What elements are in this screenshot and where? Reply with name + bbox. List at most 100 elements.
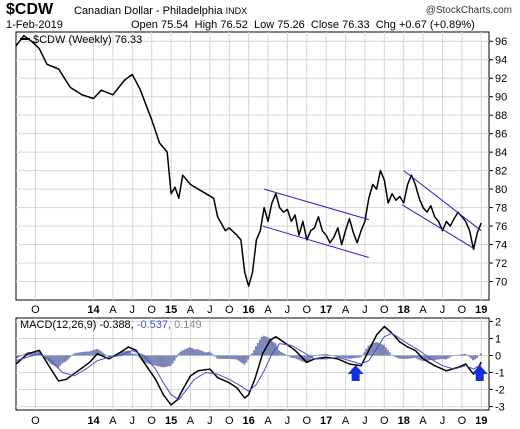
histogram-bar bbox=[357, 355, 360, 358]
histogram-bar bbox=[338, 355, 341, 358]
histogram-bar bbox=[435, 355, 438, 360]
panel-frame bbox=[15, 31, 490, 301]
x-tick-label: O bbox=[302, 415, 311, 427]
histogram-bar bbox=[410, 355, 413, 359]
x-tick-label: A bbox=[419, 415, 427, 427]
histogram-bar bbox=[136, 355, 139, 356]
histogram-bar bbox=[466, 355, 469, 356]
histogram-bar bbox=[353, 355, 356, 359]
histogram-bar bbox=[437, 355, 440, 360]
price-legend-text: $CDW (Weekly) 76.33 bbox=[33, 34, 142, 46]
histogram-bar bbox=[183, 349, 186, 356]
histogram-bar bbox=[227, 355, 230, 359]
histogram-bar bbox=[90, 350, 93, 356]
histogram-bar bbox=[454, 354, 457, 356]
histogram-bar bbox=[35, 352, 38, 356]
close-label: Close bbox=[310, 19, 340, 31]
histogram-bar bbox=[355, 355, 358, 358]
histogram-bar bbox=[204, 352, 207, 356]
histogram-bar bbox=[231, 355, 234, 360]
macd-legend-macd: -0.388, bbox=[99, 319, 136, 331]
histogram-bar bbox=[287, 355, 290, 357]
histogram-bar bbox=[468, 355, 471, 357]
histogram-bar bbox=[202, 351, 205, 356]
x-tick-label: 17 bbox=[320, 415, 332, 427]
histogram-bar bbox=[429, 355, 432, 361]
histogram-bar bbox=[324, 353, 327, 356]
histogram-bar bbox=[448, 355, 451, 358]
histogram-bar bbox=[262, 335, 265, 356]
x-tick-label: 16 bbox=[242, 304, 254, 316]
chart-symbol: $CDW bbox=[6, 1, 54, 18]
chart-date: 1-Feb-2019 bbox=[6, 19, 63, 31]
histogram-bar bbox=[196, 349, 199, 356]
histogram-bar bbox=[171, 355, 174, 364]
x-tick-label: J bbox=[130, 415, 136, 427]
histogram-bar bbox=[142, 355, 145, 362]
low-label: Low bbox=[253, 19, 275, 31]
quote-line: Open 75.54 High 76.52 Low 75.26 Close 76… bbox=[131, 19, 475, 31]
y-tick-label: 92 bbox=[495, 73, 507, 85]
histogram-bar bbox=[380, 344, 383, 356]
histogram-bar bbox=[462, 354, 465, 356]
histogram-bar bbox=[251, 353, 254, 356]
histogram-bar bbox=[119, 352, 122, 356]
histogram-bar bbox=[359, 355, 362, 358]
histogram-bar bbox=[187, 347, 190, 356]
histogram-bar bbox=[32, 352, 35, 356]
histogram-bar bbox=[415, 355, 418, 359]
y-tick-label: 80 bbox=[495, 184, 507, 196]
histogram-bar bbox=[127, 350, 130, 356]
histogram-bar bbox=[216, 355, 219, 359]
histogram-bar bbox=[65, 355, 68, 362]
x-tick-label: O bbox=[147, 304, 156, 316]
histogram-bar bbox=[388, 352, 391, 356]
low-value: 75.26 bbox=[277, 19, 305, 31]
histogram-bar bbox=[379, 343, 382, 356]
histogram-bar bbox=[134, 353, 137, 356]
histogram-bar bbox=[152, 355, 155, 366]
x-tick-label: A bbox=[264, 415, 272, 427]
macd-legend-name: MACD(12,26,9) bbox=[20, 319, 99, 331]
histogram-bar bbox=[322, 354, 325, 356]
histogram-bar bbox=[474, 355, 477, 360]
price-legend: $CDW (Weekly) 76.33 bbox=[20, 34, 142, 46]
histogram-bar bbox=[394, 355, 397, 358]
histogram-bar bbox=[326, 354, 329, 356]
histogram-bar bbox=[68, 355, 71, 358]
histogram-bar bbox=[361, 354, 364, 356]
histogram-bar bbox=[208, 351, 211, 356]
histogram-bar bbox=[103, 354, 106, 356]
histogram-bar bbox=[72, 353, 75, 356]
histogram-bar bbox=[82, 351, 85, 356]
histogram-bar bbox=[400, 355, 403, 359]
histogram-bar bbox=[270, 340, 273, 356]
histogram-bar bbox=[264, 336, 267, 356]
chg-value: +0.67 (+0.89%) bbox=[398, 19, 475, 31]
histogram-bar bbox=[276, 346, 279, 356]
histogram-bar bbox=[425, 355, 428, 361]
histogram-bar bbox=[297, 355, 300, 360]
x-tick-label: 18 bbox=[398, 304, 410, 316]
histogram-bar bbox=[86, 351, 89, 356]
histogram-bar bbox=[384, 347, 387, 356]
histogram-bar bbox=[446, 355, 449, 359]
histogram-bar bbox=[247, 355, 250, 360]
histogram-bar bbox=[30, 352, 33, 356]
histogram-bar bbox=[55, 355, 58, 367]
histogram-bar bbox=[253, 350, 256, 356]
histogram-bar bbox=[351, 355, 354, 359]
histogram-bar bbox=[369, 344, 372, 356]
histogram-bar bbox=[245, 355, 248, 363]
histogram-bar bbox=[404, 355, 407, 359]
histogram-bar bbox=[278, 350, 281, 356]
histogram-bar bbox=[158, 355, 161, 367]
histogram-bar bbox=[194, 349, 197, 356]
histogram-bar bbox=[450, 355, 453, 357]
histogram-bar bbox=[328, 354, 331, 356]
histogram-bar bbox=[342, 355, 345, 358]
histogram-bar bbox=[390, 354, 393, 356]
histogram-bar bbox=[413, 355, 416, 358]
